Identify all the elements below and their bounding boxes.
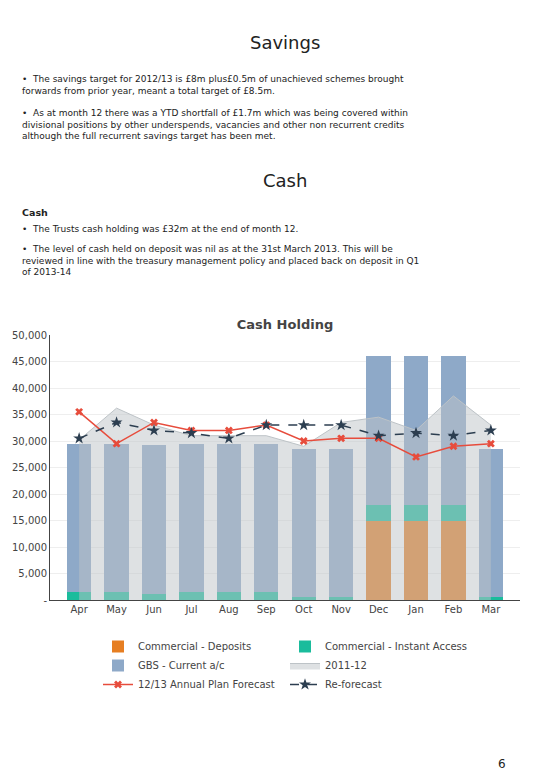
svg-text:Cash Holding: Cash Holding [237, 317, 333, 332]
svg-text:5,000: 5,000 [18, 568, 47, 579]
svg-text:• The level of cash held on d: • The level of cash held on deposit was … [22, 244, 419, 277]
svg-text:Apr: Apr [70, 604, 88, 615]
svg-text:Nov: Nov [331, 604, 351, 615]
svg-text:Jun: Jun [145, 604, 162, 615]
svg-text:• The savings target for 2012: • The savings target for 2012/13 is £8m … [22, 74, 404, 96]
svg-text:Commercial - Deposits: Commercial - Deposits [138, 641, 251, 652]
svg-text:Jul: Jul [184, 604, 197, 615]
svg-text:10,000: 10,000 [12, 542, 47, 553]
svg-text:12/13 Annual Plan Forecast: 12/13 Annual Plan Forecast [138, 679, 275, 690]
svg-text:GBS - Current a/c: GBS - Current a/c [138, 660, 224, 671]
svg-text:Cash: Cash [22, 207, 48, 218]
svg-text:Sep: Sep [257, 604, 276, 615]
svg-text:35,000: 35,000 [12, 409, 47, 420]
svg-text:2011-12: 2011-12 [325, 660, 367, 671]
svg-text:Savings: Savings [250, 32, 320, 53]
svg-text:• As at month 12 there was a: • As at month 12 there was a YTD shortfa… [22, 108, 408, 141]
svg-text:Dec: Dec [369, 604, 388, 615]
svg-text:50,000: 50,000 [12, 330, 47, 341]
svg-text:Jan: Jan [407, 604, 423, 615]
svg-text:Re-forecast: Re-forecast [325, 679, 382, 690]
svg-text:Aug: Aug [219, 604, 239, 615]
svg-text:30,000: 30,000 [12, 436, 47, 447]
svg-text:20,000: 20,000 [12, 489, 47, 500]
svg-text:Mar: Mar [481, 604, 501, 615]
svg-text:40,000: 40,000 [12, 383, 47, 394]
svg-text:Cash: Cash [263, 170, 307, 191]
svg-text:May: May [106, 604, 127, 615]
svg-text:• The Trusts cash holding was: • The Trusts cash holding was £32m at th… [22, 224, 298, 234]
svg-text:Commercial - Instant Access: Commercial - Instant Access [325, 641, 467, 652]
svg-text:6: 6 [498, 757, 506, 771]
svg-text:Feb: Feb [445, 604, 463, 615]
svg-text:Oct: Oct [295, 604, 312, 615]
svg-text:-: - [43, 595, 47, 606]
svg-text:45,000: 45,000 [12, 356, 47, 367]
svg-text:15,000: 15,000 [12, 515, 47, 526]
svg-text:25,000: 25,000 [12, 462, 47, 473]
